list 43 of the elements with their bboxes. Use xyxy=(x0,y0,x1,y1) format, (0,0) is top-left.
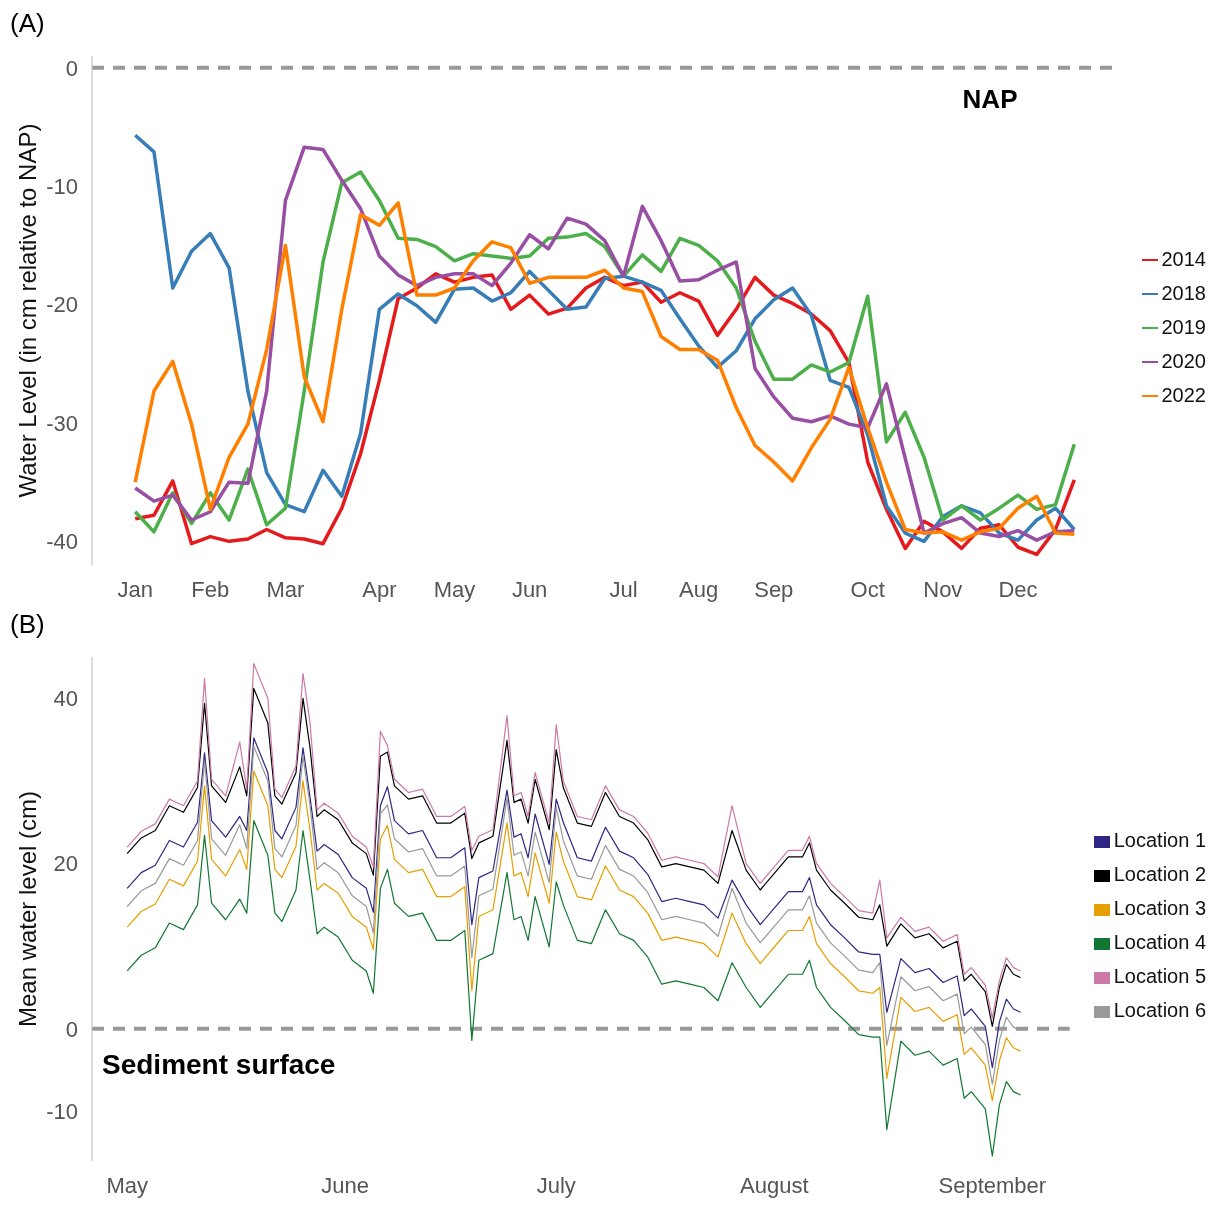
y-tick-label: -30 xyxy=(46,410,78,436)
x-tick-label: September xyxy=(938,1172,1047,1198)
y-tick-label: 0 xyxy=(65,55,78,81)
legend-label: 2020 xyxy=(1161,349,1206,372)
legend-label: 2018 xyxy=(1161,281,1206,304)
x-tick-label: Jul xyxy=(609,576,638,602)
legend-label: 2014 xyxy=(1161,247,1206,270)
x-tick-label: May xyxy=(433,576,476,602)
x-tick-label: June xyxy=(321,1172,370,1198)
y-axis-title: Water Level (in cm relative to NAP) xyxy=(13,123,41,498)
x-tick-label: Oct xyxy=(850,576,885,602)
legend-label: Location 1 xyxy=(1113,829,1206,851)
x-tick-label: Nov xyxy=(923,576,963,602)
legend-label: 2019 xyxy=(1161,315,1206,338)
x-tick-label: Aug xyxy=(679,576,719,602)
y-axis-title: Mean water level (cm) xyxy=(13,790,41,1028)
x-tick-label: Sep xyxy=(754,576,794,602)
x-tick-label: Mar xyxy=(266,576,305,602)
x-tick-label: Jan xyxy=(117,576,153,602)
y-tick-label: -10 xyxy=(46,1099,78,1125)
x-tick-label: May xyxy=(106,1172,148,1198)
chart-title: (B) xyxy=(9,609,46,641)
legend-label: Location 2 xyxy=(1113,863,1206,885)
y-tick-label: 0 xyxy=(65,1016,78,1042)
x-tick-label: Apr xyxy=(362,576,397,602)
y-tick-label: -10 xyxy=(46,174,78,200)
legend-label: Location 5 xyxy=(1113,965,1206,987)
x-tick-label: Dec xyxy=(998,576,1038,602)
x-tick-label: Jun xyxy=(511,576,548,602)
legend-label: 2022 xyxy=(1161,383,1206,406)
y-tick-label: -40 xyxy=(46,529,78,555)
legend-label: Location 4 xyxy=(1113,931,1206,953)
y-tick-label: 40 xyxy=(53,686,78,712)
legend-label: Location 6 xyxy=(1113,999,1206,1021)
legend-label: Location 3 xyxy=(1113,897,1206,919)
x-tick-label: July xyxy=(536,1172,576,1198)
ref-line-label: NAP xyxy=(962,83,1018,114)
chart-title: (A) xyxy=(9,8,46,40)
ref-line-label: Sediment surface xyxy=(102,1048,336,1080)
y-tick-label: -20 xyxy=(46,292,78,318)
x-tick-label: Feb xyxy=(191,576,230,602)
x-tick-label: August xyxy=(740,1172,809,1198)
y-tick-label: 20 xyxy=(53,851,78,877)
